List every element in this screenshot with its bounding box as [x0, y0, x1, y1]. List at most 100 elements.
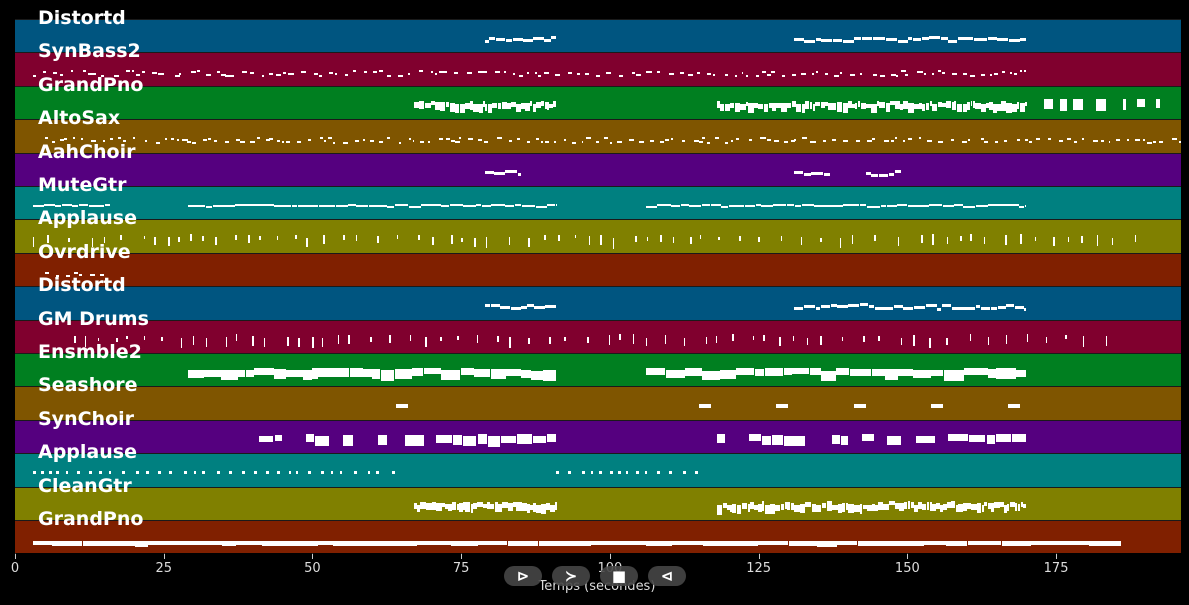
note — [77, 470, 81, 474]
note — [736, 504, 742, 515]
track-lane[interactable] — [15, 186, 1181, 220]
note — [967, 540, 1002, 545]
note — [487, 103, 492, 114]
track-lane[interactable] — [15, 486, 1181, 520]
prev-button[interactable]: ⊲ — [648, 566, 686, 586]
note — [659, 141, 664, 144]
note — [878, 336, 880, 341]
play-button[interactable]: ⊳ — [504, 566, 542, 586]
note — [212, 204, 222, 207]
note — [665, 138, 670, 141]
note — [803, 304, 816, 308]
note — [867, 504, 873, 511]
note — [783, 141, 788, 144]
note — [929, 501, 932, 512]
track-lane[interactable] — [15, 85, 1181, 120]
note — [1026, 334, 1029, 343]
note — [1111, 237, 1114, 245]
note — [412, 140, 415, 143]
note — [441, 205, 450, 208]
note — [946, 337, 948, 346]
note — [929, 35, 941, 39]
note — [412, 368, 424, 377]
note — [549, 103, 554, 109]
note — [1095, 98, 1106, 112]
note — [136, 73, 141, 76]
note — [259, 236, 261, 240]
note — [526, 141, 530, 144]
note — [372, 368, 381, 380]
track-lane[interactable] — [15, 252, 1181, 287]
next-button[interactable]: ≻ — [552, 566, 590, 586]
note — [1116, 139, 1120, 142]
track-lane[interactable] — [15, 119, 1181, 153]
note — [842, 103, 848, 113]
track-lane[interactable] — [15, 19, 1181, 53]
note — [323, 139, 326, 142]
note — [749, 434, 761, 442]
note — [276, 73, 281, 76]
note — [269, 73, 273, 76]
note — [728, 205, 739, 208]
note — [491, 204, 496, 207]
track-lane[interactable] — [15, 152, 1181, 186]
note — [1034, 236, 1037, 242]
note — [135, 540, 148, 547]
track-lane[interactable] — [15, 419, 1181, 454]
note — [619, 334, 621, 340]
track-lane[interactable] — [15, 520, 1181, 554]
note — [796, 104, 802, 113]
note — [547, 204, 556, 207]
note — [370, 336, 372, 343]
note — [766, 138, 772, 141]
note — [892, 540, 924, 547]
track-lane[interactable] — [15, 219, 1181, 253]
note — [440, 101, 446, 111]
note — [349, 367, 364, 378]
note — [823, 173, 830, 177]
x-tick-label: 50 — [304, 561, 321, 576]
track-label: SynBass2 — [38, 40, 141, 63]
track-lane[interactable] — [15, 386, 1181, 420]
track-lane[interactable] — [15, 52, 1181, 86]
note — [784, 502, 787, 509]
note — [831, 138, 837, 141]
note — [32, 205, 44, 208]
track-lane[interactable] — [15, 453, 1181, 487]
note — [53, 71, 58, 74]
note — [191, 71, 196, 74]
note — [936, 502, 940, 510]
note — [590, 470, 594, 474]
note — [533, 436, 546, 443]
note — [724, 141, 729, 144]
note — [952, 72, 957, 75]
note — [343, 234, 345, 240]
note — [828, 102, 833, 111]
note — [89, 470, 92, 474]
track-lane[interactable] — [15, 319, 1181, 353]
note — [792, 73, 796, 76]
x-tick-label: 0 — [10, 561, 20, 576]
track-label: Ovrdrive — [38, 240, 131, 263]
note — [1073, 140, 1077, 143]
note — [679, 72, 685, 75]
note — [699, 235, 702, 239]
note — [732, 334, 734, 342]
note — [880, 204, 887, 207]
note — [894, 137, 897, 140]
note — [306, 205, 319, 208]
track-lane[interactable] — [15, 286, 1181, 320]
note — [989, 102, 993, 110]
note — [1016, 102, 1020, 110]
piano-roll-plot[interactable] — [15, 19, 1181, 554]
note — [526, 503, 530, 513]
note — [536, 101, 541, 109]
note — [474, 237, 476, 247]
stop-button[interactable]: ■ — [600, 566, 638, 586]
note — [886, 435, 902, 446]
note — [505, 39, 513, 43]
note — [947, 434, 969, 442]
note — [484, 304, 490, 308]
note — [1007, 503, 1010, 511]
note — [1020, 501, 1023, 508]
